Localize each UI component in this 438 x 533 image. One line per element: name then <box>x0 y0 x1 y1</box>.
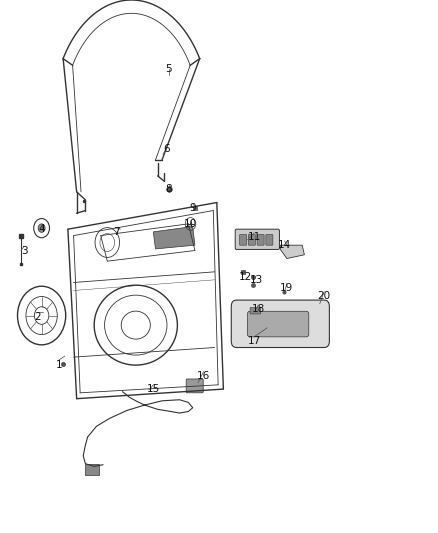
Text: 15: 15 <box>147 384 160 394</box>
FancyBboxPatch shape <box>231 300 329 348</box>
Text: 4: 4 <box>38 224 45 234</box>
Circle shape <box>38 224 45 232</box>
FancyBboxPatch shape <box>85 464 99 475</box>
Text: 8: 8 <box>165 184 172 194</box>
Text: 19: 19 <box>280 283 293 293</box>
FancyBboxPatch shape <box>186 379 203 393</box>
FancyBboxPatch shape <box>235 229 279 249</box>
FancyBboxPatch shape <box>240 235 247 245</box>
Text: 5: 5 <box>165 64 172 74</box>
Text: 2: 2 <box>34 312 41 322</box>
Text: 12: 12 <box>239 272 252 282</box>
Text: 17: 17 <box>247 336 261 346</box>
Text: 18: 18 <box>252 304 265 314</box>
Text: 6: 6 <box>163 144 170 154</box>
Text: 10: 10 <box>184 219 197 229</box>
Text: 20: 20 <box>318 291 331 301</box>
FancyBboxPatch shape <box>247 311 309 337</box>
Text: 14: 14 <box>278 240 291 250</box>
Polygon shape <box>280 245 304 259</box>
FancyBboxPatch shape <box>266 235 273 245</box>
FancyBboxPatch shape <box>250 308 261 314</box>
Text: 7: 7 <box>113 227 120 237</box>
Polygon shape <box>153 227 195 249</box>
Text: 1: 1 <box>56 360 63 370</box>
FancyBboxPatch shape <box>257 235 264 245</box>
Text: 11: 11 <box>247 232 261 242</box>
Text: 9: 9 <box>189 203 196 213</box>
FancyBboxPatch shape <box>248 235 255 245</box>
Text: 3: 3 <box>21 246 28 255</box>
Text: 13: 13 <box>250 275 263 285</box>
Text: 16: 16 <box>197 371 210 381</box>
